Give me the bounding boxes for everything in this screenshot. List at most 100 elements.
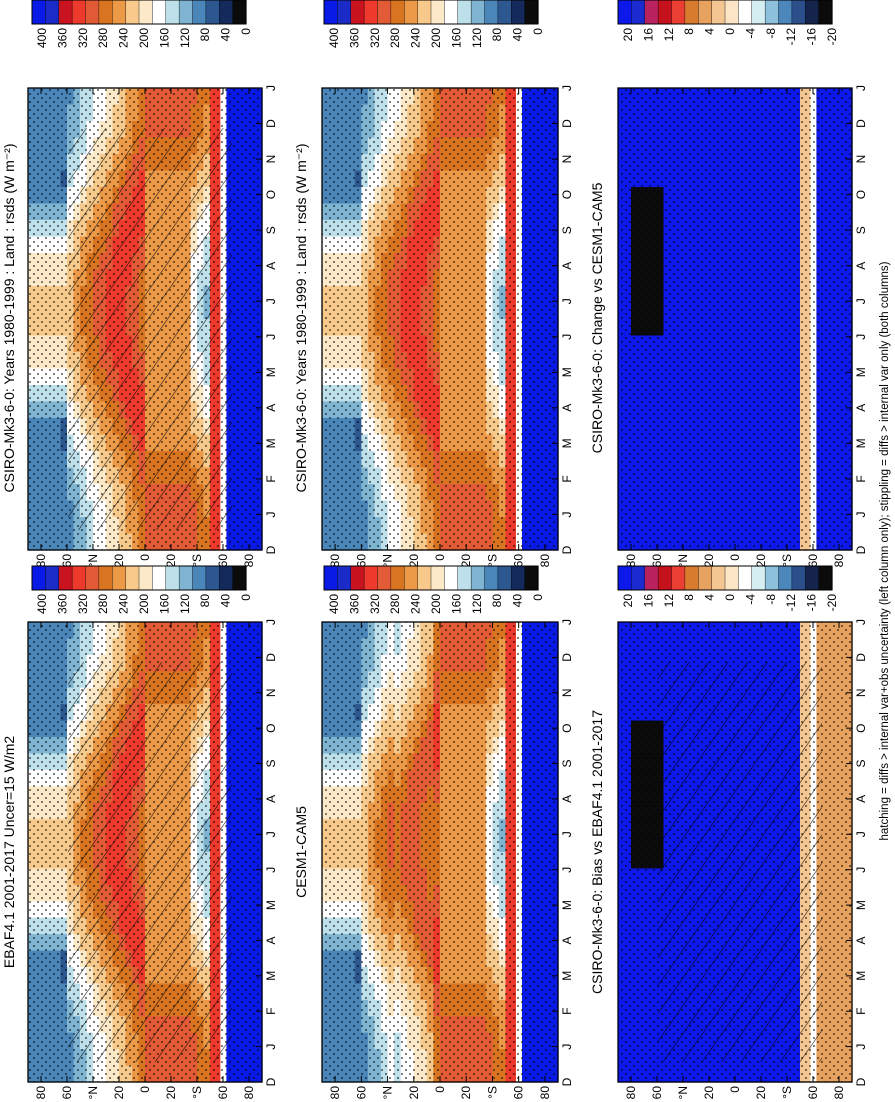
colorbar-label: 160: [157, 28, 171, 48]
colorbar-label: 80: [198, 28, 212, 42]
colorbar-label: 80: [198, 594, 212, 608]
x-tick-label: J: [560, 298, 574, 304]
colorbar-swatch: [45, 0, 60, 25]
y-tick-label: °S: [485, 1086, 499, 1099]
colorbar-swatch: [98, 565, 113, 591]
y-tick-label: °N: [86, 554, 100, 567]
y-tick-label: 80: [34, 1086, 48, 1100]
colorbar-swatch: [125, 565, 140, 591]
colorbar-swatch: [497, 565, 512, 591]
x-tick-label: A: [264, 936, 278, 944]
y-tick-label: °S: [190, 554, 204, 567]
x-tick-label: N: [264, 155, 278, 164]
colorbar-swatch: [165, 0, 180, 25]
colorbar-swatch: [71, 0, 87, 25]
colorbar-swatch: [417, 565, 432, 591]
x-tick-label: F: [264, 1008, 278, 1015]
x-tick-label: A: [264, 404, 278, 412]
stippling-overlay: [322, 622, 558, 1082]
y-tick-label: 20: [112, 1086, 126, 1100]
y-tick-label: 60: [354, 554, 368, 568]
colorbar-swatch: [350, 0, 365, 25]
colorbar-swatch: [390, 565, 405, 591]
x-tick-label: F: [560, 1008, 574, 1015]
colorbar-swatch: [112, 0, 127, 25]
x-tick-label: M: [264, 971, 278, 981]
x-tick-label: S: [264, 759, 278, 767]
colorbar-swatch: [98, 0, 113, 25]
colorbar-swatch: [192, 565, 207, 591]
colorbar-label: 200: [429, 594, 443, 614]
x-tick-label: F: [560, 475, 574, 482]
colorbar-label: 360: [55, 594, 69, 614]
colorbar-swatch: [444, 565, 459, 591]
colorbar-label: 240: [409, 594, 423, 614]
colorbar-label: 240: [117, 594, 131, 614]
colorbar-swatch: [377, 565, 392, 591]
colorbar-swatch: [497, 0, 512, 25]
colorbar-swatch: [205, 565, 220, 591]
colorbar-label: 160: [449, 594, 463, 614]
colorbar-label: 240: [117, 28, 131, 48]
colorbar-frame: [31, 0, 247, 25]
y-tick-label: 80: [538, 554, 552, 568]
colorbar-swatch: [58, 565, 73, 591]
x-tick-label: J: [264, 298, 278, 304]
colorbar-swatch: [138, 565, 153, 591]
colorbar-label: 160: [157, 594, 171, 614]
y-tick-label: 60: [60, 554, 74, 568]
colorbar-swatch: [125, 0, 140, 25]
colorbar-label: 40: [511, 594, 525, 608]
colorbar-swatch: [219, 0, 234, 25]
y-tick-label: 80: [328, 554, 342, 568]
colorbar-swatch: [470, 565, 486, 591]
colorbar-label: 80: [490, 28, 504, 42]
colorbar-swatch: [58, 0, 73, 25]
colorbar-label: 400: [35, 594, 49, 614]
hatching-overlay: [68, 128, 232, 530]
y-tick-label: 0: [433, 1086, 447, 1093]
colorbar-swatch: [363, 565, 379, 591]
colorbar-swatch: [323, 565, 338, 591]
colorbar-label: 120: [470, 28, 484, 48]
x-tick-label: A: [560, 936, 574, 944]
colorbar-label: 320: [368, 594, 382, 614]
colorbar-swatch: [232, 0, 247, 25]
colorbar-swatch: [377, 0, 392, 25]
colorbar-label: 160: [449, 28, 463, 48]
colorbar-label: 360: [347, 594, 361, 614]
x-tick-label: N: [264, 688, 278, 697]
colorbar-label: 400: [35, 28, 49, 48]
colorbar-label: 120: [178, 28, 192, 48]
x-tick-label: J: [560, 831, 574, 837]
colorbar-swatch: [350, 565, 365, 591]
colorbar-label: 360: [55, 28, 69, 48]
x-tick-label: A: [264, 262, 278, 270]
y-tick-label: 20: [407, 554, 421, 568]
x-tick-label: F: [264, 475, 278, 482]
x-tick-label: J: [264, 867, 278, 873]
x-tick-label: S: [560, 759, 574, 767]
colorbar-swatch: [484, 565, 499, 591]
colorbar-label: 120: [178, 594, 192, 614]
x-tick-label: M: [560, 971, 574, 981]
x-tick-label: D: [264, 653, 278, 662]
x-tick-label: J: [264, 1044, 278, 1050]
x-tick-label: M: [264, 367, 278, 377]
y-tick-label: 60: [512, 1086, 526, 1100]
y-tick-label: 80: [242, 554, 256, 568]
colorbar-frame: [31, 565, 247, 591]
y-tick-label: °S: [190, 1086, 204, 1099]
y-tick-label: 80: [328, 1086, 342, 1100]
x-tick-label: O: [560, 190, 574, 199]
x-tick-label: M: [264, 438, 278, 448]
colorbar-swatch: [457, 565, 472, 591]
colorbar-swatch: [71, 565, 87, 591]
colorbar-swatch: [430, 0, 445, 25]
colorbar-swatch: [85, 565, 100, 591]
y-tick-label: 60: [216, 554, 230, 568]
colorbar-swatch: [430, 565, 445, 591]
